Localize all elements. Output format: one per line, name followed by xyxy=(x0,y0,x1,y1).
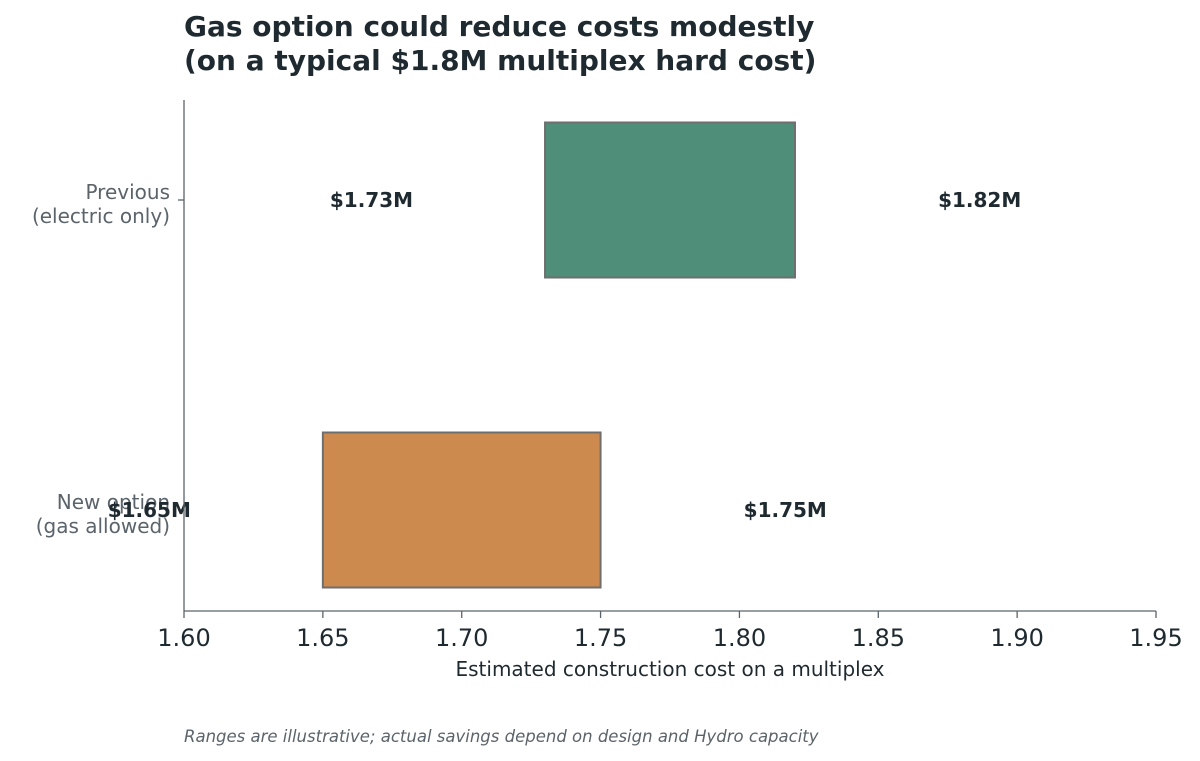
low-value-label: $1.65M xyxy=(108,498,191,522)
x-tick-label: 1.75 xyxy=(574,624,627,652)
high-value-label: $1.75M xyxy=(744,498,827,522)
y-axis-labels: Previous(electric only) New option(gas al… xyxy=(32,180,184,538)
bars xyxy=(321,121,796,589)
x-tick-label: 1.80 xyxy=(713,624,766,652)
y-axis-label: (gas allowed) xyxy=(36,514,170,538)
low-value-label: $1.73M xyxy=(330,188,413,212)
footnote: Ranges are illustrative; actual savings … xyxy=(184,727,819,746)
x-tick-label: 1.95 xyxy=(1129,624,1182,652)
x-axis-ticks: 1.60 1.65 1.70 1.75 1.80 1.85 1.90 1.95 xyxy=(157,611,1183,652)
chart-title-line-1: Gas option could reduce costs modestly xyxy=(184,10,815,43)
high-value-label: $1.82M xyxy=(938,188,1021,212)
chart-title-line-2: (on a typical $1.8M multiplex hard cost) xyxy=(184,44,817,77)
x-tick-label: 1.85 xyxy=(852,624,905,652)
x-tick-label: 1.70 xyxy=(435,624,488,652)
value-labels: $1.73M $1.82M $1.65M $1.75M xyxy=(108,188,1022,522)
range-bar-chart: Previous(electric only) New option(gas al… xyxy=(32,100,1183,681)
x-tick-label: 1.60 xyxy=(157,624,210,652)
y-axis-label: New option xyxy=(57,490,170,514)
range-bar xyxy=(544,121,796,279)
y-axis-label: (electric only) xyxy=(32,204,170,228)
x-axis-label: Estimated construction cost on a multipl… xyxy=(455,657,884,681)
chart-title: Gas option could reduce costs modestly (… xyxy=(184,10,816,78)
range-bar xyxy=(321,431,602,589)
x-tick-label: 1.65 xyxy=(296,624,349,652)
axes xyxy=(183,100,1156,612)
x-tick-label: 1.90 xyxy=(990,624,1043,652)
y-axis-label: Previous xyxy=(85,180,170,204)
